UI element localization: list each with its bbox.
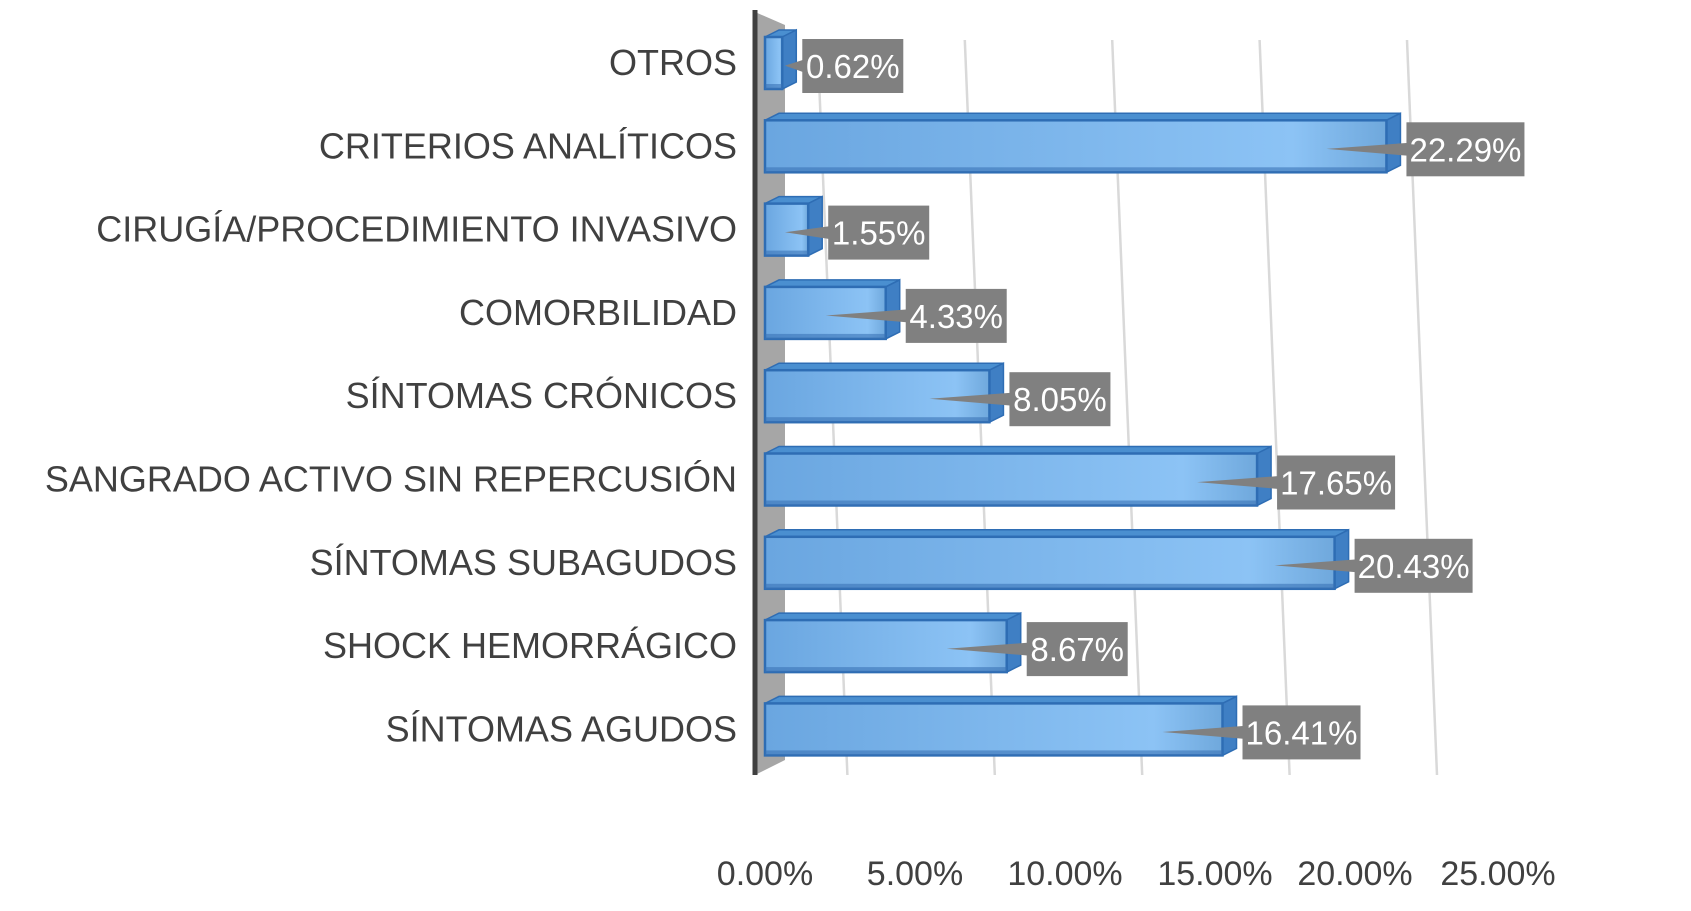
data-label-pointer (785, 59, 805, 73)
bar-front-face (763, 535, 1336, 591)
bar-end-face (1005, 611, 1022, 674)
category-label: COMORBILIDAD (459, 292, 737, 333)
data-label: 20.43% (1274, 538, 1473, 593)
category-label: SÍNTOMAS SUBAGUDOS (310, 542, 737, 583)
category-label: OTROS (609, 42, 737, 83)
category-label: SÍNTOMAS CRÓNICOS (346, 375, 737, 416)
x-tick-label: 0.00% (717, 855, 813, 893)
bar-bottom-shade (765, 750, 1223, 756)
category-label: CIRUGÍA/PROCEDIMIENTO INVASIVO (96, 209, 737, 250)
data-label-text: 8.67% (1030, 631, 1124, 668)
x-tick-label: 20.00% (1297, 855, 1412, 893)
bar-front-face (763, 119, 1388, 174)
bar-front-face (763, 368, 991, 424)
bar-end-face (884, 278, 901, 341)
bar-front-face (763, 202, 810, 257)
data-label-pointer (1274, 559, 1357, 573)
bar (763, 695, 1238, 757)
data-label: 22.29% (1326, 122, 1525, 177)
data-label: 0.62% (785, 39, 904, 93)
data-label: 16.41% (1162, 705, 1361, 760)
data-label: 1.55% (785, 205, 930, 260)
data-label-text: 0.62% (806, 48, 900, 85)
data-labels: 0.62% 22.29% 1.55% 4.33% 8.05% 17.65% 20.43% 8.… (785, 39, 1525, 760)
bar (763, 445, 1272, 507)
data-label-box (1242, 705, 1361, 760)
category-label: SANGRADO ACTIVO SIN REPERCUSIÓN (45, 459, 737, 500)
data-label-box (1406, 122, 1525, 177)
category-labels: OTROS CRITERIOS ANALÍTICOS CIRUGÍA/PROCEDI… (45, 42, 737, 749)
data-label-box (905, 288, 1007, 343)
data-label-text: 20.43% (1358, 548, 1470, 585)
data-label: 4.33% (825, 288, 1007, 343)
bar-end-face (1333, 528, 1350, 591)
bar-bottom-shade (765, 84, 783, 89)
x-tick-label: 5.00% (867, 855, 963, 893)
bar-bottom-shade (765, 250, 809, 256)
bar (763, 195, 823, 257)
data-label: 17.65% (1197, 455, 1396, 510)
bar-end-face (988, 361, 1005, 424)
x-tick-label: 10.00% (1007, 855, 1122, 893)
bar-end-face (781, 28, 798, 91)
data-label-box (828, 205, 930, 260)
bar-bottom-shade (765, 167, 1387, 173)
bar (763, 611, 1022, 674)
category-label: SHOCK HEMORRÁGICO (323, 625, 737, 666)
bar (763, 112, 1402, 174)
data-label-pointer (929, 392, 1012, 406)
data-label-text: 16.41% (1246, 714, 1358, 751)
data-label-box (1354, 538, 1473, 593)
data-label: 8.05% (929, 372, 1111, 427)
data-label-pointer (1162, 725, 1245, 739)
category-label: CRITERIOS ANALÍTICOS (319, 125, 737, 166)
data-label-box (802, 39, 904, 93)
bar-bottom-shade (765, 500, 1258, 506)
category-label: SÍNTOMAS AGUDOS (386, 708, 737, 749)
bar-end-face (1221, 695, 1238, 757)
data-label-pointer (946, 642, 1029, 656)
bar (763, 28, 798, 91)
x-tick-label: 25.00% (1440, 855, 1555, 893)
data-label-text: 22.29% (1409, 131, 1521, 168)
data-label-text: 8.05% (1013, 381, 1107, 418)
data-label-pointer (1197, 476, 1280, 489)
bar (763, 361, 1005, 424)
x-tick-labels: 0.00% 5.00% 10.00% 15.00% 20.00% 25.00% (717, 855, 1556, 893)
bar (763, 278, 901, 341)
data-label-box (1277, 455, 1396, 510)
bar-front-face (763, 618, 1008, 674)
data-label-box (1026, 622, 1128, 677)
bar-front-face (763, 35, 784, 91)
data-label-text: 17.65% (1280, 465, 1392, 502)
x-tick-label: 15.00% (1157, 855, 1272, 893)
bar-front-face (763, 702, 1224, 757)
bar-bottom-shade (765, 583, 1335, 589)
bar-bottom-shade (765, 667, 1007, 673)
data-label-text: 4.33% (909, 298, 1003, 335)
data-label: 8.67% (946, 622, 1128, 677)
bar (763, 528, 1350, 591)
bar-end-face (1256, 445, 1272, 507)
data-label-pointer (785, 226, 831, 240)
data-label-text: 1.55% (832, 215, 926, 252)
bar-end-face (1385, 112, 1402, 174)
bar-bottom-shade (765, 333, 886, 339)
bar-front-face (763, 452, 1259, 507)
bar-end-face (807, 195, 823, 257)
bar-bottom-shade (765, 417, 990, 423)
data-label-pointer (1326, 142, 1409, 156)
data-label-pointer (825, 309, 908, 323)
data-label-box (1009, 372, 1111, 427)
